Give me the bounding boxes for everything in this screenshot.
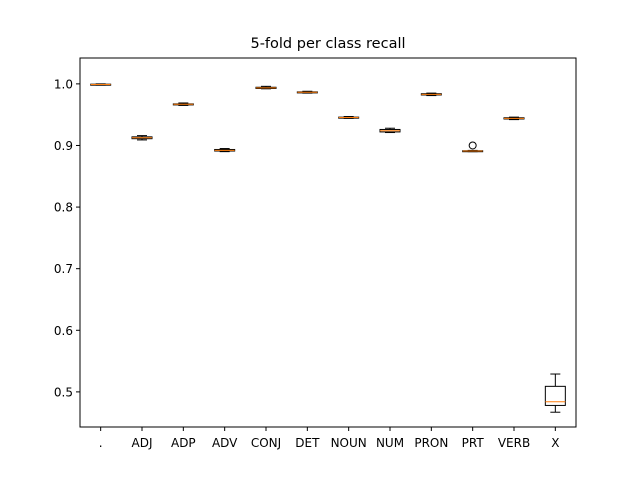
x-tick-label: . [99, 436, 103, 450]
x-tick-label: NOUN [331, 436, 367, 450]
x-tick-label: DET [295, 436, 320, 450]
box [544, 385, 566, 406]
y-tick-label: 0.6 [54, 324, 73, 338]
x-tick-label: ADV [212, 436, 238, 450]
x-tick-label: PRON [414, 436, 448, 450]
x-tick-label: VERB [498, 436, 530, 450]
y-tick-label: 0.5 [54, 385, 73, 399]
x-tick-label: PRT [462, 436, 485, 450]
axes-frame [79, 57, 577, 428]
x-tick-label: X [551, 436, 559, 450]
plot-area: 0.5 0.6 0.7 0.8 0.9 1.0. ADJ ADP ADV CONJ DET NOUN N… [54, 77, 566, 450]
y-tick-label: 0.9 [54, 139, 73, 153]
outlier-point [468, 141, 477, 150]
x-tick-label: NUM [376, 436, 404, 450]
chart-title: 5-fold per class recall [250, 36, 405, 52]
x-tick-label: ADJ [132, 436, 153, 450]
y-tick-label: 0.8 [54, 201, 73, 215]
y-tick-label: 1.0 [54, 77, 73, 91]
x-tick-label: ADP [171, 436, 196, 450]
y-tick-label: 0.7 [54, 262, 73, 276]
x-tick-label: CONJ [251, 436, 281, 450]
